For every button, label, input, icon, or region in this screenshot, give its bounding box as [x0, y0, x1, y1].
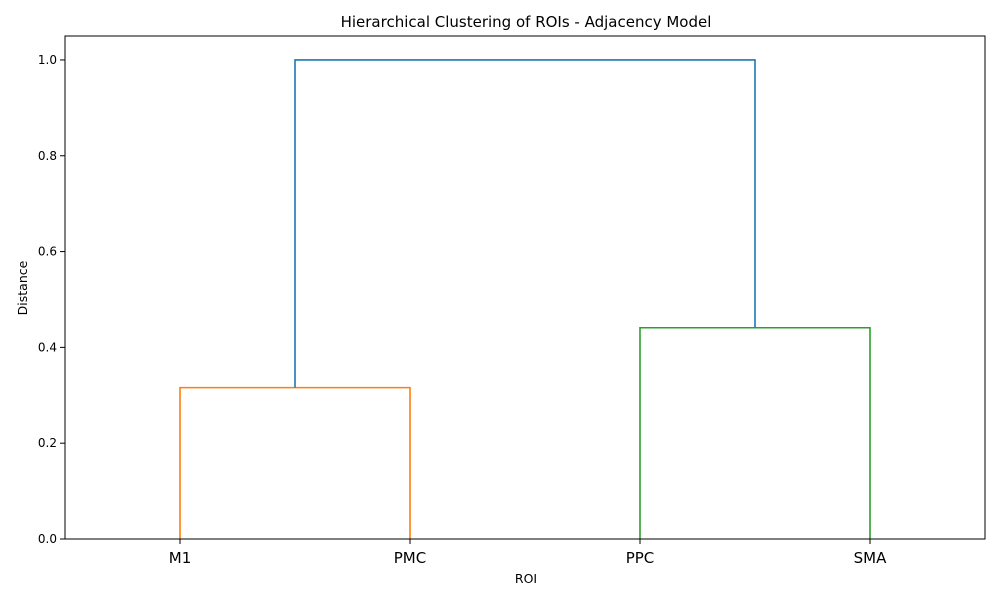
y-axis-title: Distance: [15, 260, 30, 315]
leaf-label-m1: M1: [169, 549, 192, 567]
y-tick-label: 0.6: [38, 245, 57, 259]
y-tick-label: 0.8: [38, 149, 57, 163]
y-axis-ticks: 0.0 0.2 0.4 0.6 0.8 1.0: [38, 53, 65, 546]
y-tick-label: 0.0: [38, 532, 57, 546]
y-tick-label: 0.2: [38, 436, 57, 450]
leaf-label-pmc: PMC: [394, 549, 426, 567]
plot-frame: [64, 35, 986, 540]
leaf-label-sma: SMA: [854, 549, 887, 567]
y-tick-label: 0.4: [38, 340, 57, 354]
leaf-label-ppc: PPC: [626, 549, 655, 567]
dendrogram-link-2: [639, 326, 871, 539]
dendrogram-link-3: [294, 59, 756, 388]
dendrogram-links: [179, 59, 871, 539]
dendrogram-link-1: [179, 386, 411, 539]
chart-title: Hierarchical Clustering of ROIs - Adjace…: [341, 13, 712, 31]
x-axis-title: ROI: [515, 571, 537, 586]
x-axis-ticks: M1 PMC PPC SMA: [169, 539, 887, 567]
y-tick-label: 1.0: [38, 53, 57, 67]
